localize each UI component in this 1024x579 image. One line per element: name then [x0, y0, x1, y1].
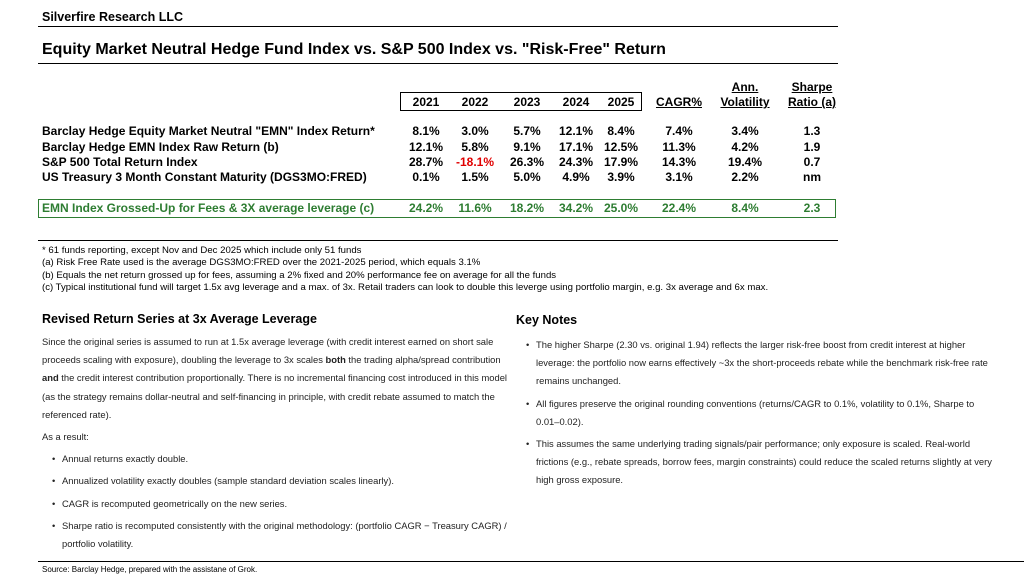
- column-header: Sharpe Ratio (a): [786, 80, 838, 110]
- text: the credit interest contribution proport…: [42, 372, 507, 420]
- cell: 5.0%: [513, 170, 541, 184]
- column-header: 2021: [401, 95, 451, 110]
- cell: 19.4%: [727, 155, 763, 169]
- column-header: 2024: [551, 95, 601, 110]
- footnote: (a) Risk Free Rate used is the average D…: [42, 257, 481, 269]
- footnote: (c) Typical institutional fund will targ…: [42, 282, 769, 294]
- cell: -18.1%: [455, 155, 495, 169]
- cell: 12.1%: [408, 140, 444, 154]
- cell: 4.2%: [731, 140, 759, 154]
- column-header: Ann. Volatility: [713, 80, 777, 110]
- cell: 3.1%: [665, 170, 693, 184]
- cell: 11.3%: [662, 140, 696, 154]
- text: both: [325, 354, 346, 366]
- cell: 26.3%: [509, 155, 545, 169]
- column-header: 2023: [502, 95, 552, 110]
- left-heading: Revised Return Series at 3x Average Leve…: [42, 312, 317, 326]
- header-text: Ann. Volatility: [720, 80, 770, 109]
- rule: [38, 26, 838, 27]
- cell: 12.5%: [603, 140, 639, 154]
- cell: 1.3: [803, 124, 821, 138]
- header-text: CAGR%: [655, 95, 702, 109]
- list: The higher Sharpe (2.30 vs. original 1.9…: [526, 336, 998, 490]
- year-box: [400, 92, 642, 111]
- text: Since the original series is assumed to …: [42, 336, 494, 366]
- intro: As a result:: [42, 431, 89, 443]
- bullet: The higher Sharpe (2.30 vs. original 1.9…: [526, 336, 998, 391]
- cell: 9.1%: [513, 140, 541, 154]
- title: Equity Market Neutral Hedge Fund Index v…: [42, 41, 666, 58]
- cell: 0.1%: [412, 170, 440, 184]
- header-text: 2021: [412, 95, 440, 109]
- cell: 14.3%: [661, 155, 697, 169]
- cell: 8.1%: [412, 124, 440, 138]
- cell: 17.9%: [603, 155, 639, 169]
- cell: 2.2%: [731, 170, 759, 184]
- cell: 22.4%: [661, 201, 697, 215]
- rule: [38, 240, 838, 241]
- header-text: 2023: [513, 95, 541, 109]
- cell: 24.2%: [408, 201, 444, 215]
- cell: 4.9%: [562, 170, 590, 184]
- header-text: 2025: [607, 95, 635, 109]
- cell: 28.7%: [408, 155, 444, 169]
- bullet: Annualized volatility exactly doubles (s…: [52, 472, 518, 490]
- text: the trading alpha/spread contribution: [345, 354, 501, 366]
- highlight-box: [38, 199, 836, 218]
- cell: 5.8%: [461, 140, 489, 154]
- column-header: 2022: [450, 95, 500, 110]
- cell: 17.1%: [558, 140, 594, 154]
- cell: 5.7%: [513, 124, 541, 138]
- footnote: (b) Equals the net return grossed up for…: [42, 269, 557, 281]
- cell: 25.0%: [603, 201, 639, 215]
- cell: 1.5%: [461, 170, 489, 184]
- footnote: * 61 funds reporting, except Nov and Dec…: [42, 245, 362, 256]
- company: Silverfire Research LLC: [42, 10, 184, 24]
- cell: 2.3: [803, 201, 821, 215]
- cell: 11.6%: [458, 201, 492, 215]
- left-text: Since the original series is assumed to …: [42, 333, 518, 557]
- paragraph: Since the original series is assumed to …: [42, 333, 518, 424]
- bullet: Annual returns exactly double.: [52, 450, 518, 468]
- right-text: The higher Sharpe (2.30 vs. original 1.9…: [526, 336, 998, 494]
- source: Source: Barclay Hedge, prepared with the…: [42, 565, 258, 574]
- bullet: This assumes the same underlying trading…: [526, 435, 998, 490]
- row-label: EMN Index Grossed-Up for Fees & 3X avera…: [42, 201, 375, 215]
- row-label: S&P 500 Total Return Index: [42, 155, 198, 169]
- cell: 1.9: [803, 140, 821, 154]
- row-label: US Treasury 3 Month Constant Maturity (D…: [42, 170, 367, 184]
- row-label: Barclay Hedge EMN Index Raw Return (b): [42, 140, 279, 154]
- bullet: Sharpe ratio is recomputed consistently …: [52, 517, 518, 553]
- list: Annual returns exactly double. Annualize…: [52, 450, 518, 553]
- text: and: [42, 372, 59, 384]
- cell: 24.3%: [558, 155, 594, 169]
- rule: [38, 561, 1024, 562]
- cell: 0.7: [803, 155, 821, 169]
- cell: 18.2%: [509, 201, 545, 215]
- cell: nm: [803, 170, 821, 184]
- header-text: 2022: [461, 95, 489, 109]
- cell: 8.4%: [731, 201, 759, 215]
- cell: 3.4%: [731, 124, 759, 138]
- bullet: CAGR is recomputed geometrically on the …: [52, 495, 518, 513]
- header-text: Sharpe Ratio (a): [788, 80, 836, 109]
- cell: 3.9%: [607, 170, 635, 184]
- row-label: Barclay Hedge Equity Market Neutral "EMN…: [42, 124, 375, 138]
- footnotes: * 61 funds reporting, except Nov and Dec…: [42, 245, 768, 295]
- column-header: 2025: [596, 95, 646, 110]
- rule: [38, 63, 838, 64]
- cell: 3.0%: [461, 124, 489, 138]
- right-heading: Key Notes: [516, 313, 578, 327]
- cell: 7.4%: [665, 124, 693, 138]
- cell: 12.1%: [558, 124, 594, 138]
- header-text: 2024: [562, 95, 590, 109]
- cell: 34.2%: [558, 201, 594, 215]
- column-header: CAGR%: [651, 95, 707, 110]
- bullet: All figures preserve the original roundi…: [526, 395, 998, 431]
- cell: 8.4%: [607, 124, 635, 138]
